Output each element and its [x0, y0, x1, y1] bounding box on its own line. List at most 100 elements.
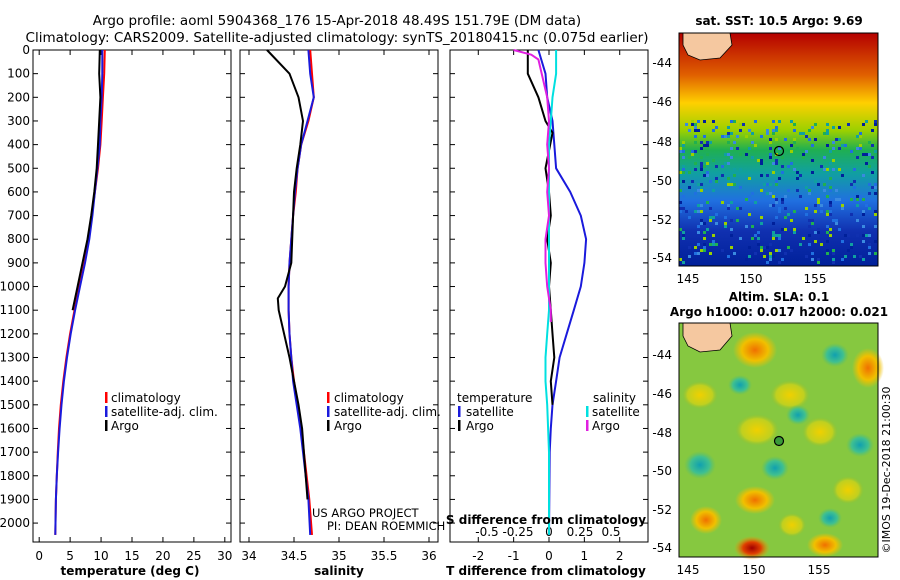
sst-pixel [772, 204, 775, 207]
sst-pixel [769, 258, 772, 261]
sst-pixel [784, 228, 787, 231]
x-tick-label: -2 [472, 549, 484, 563]
sst-pixel [805, 135, 808, 138]
project-credit-line1: US ARGO PROJECT [312, 506, 420, 520]
sla-high-blob [735, 486, 775, 514]
sst-pixel [814, 210, 817, 213]
sst-pixel [826, 225, 829, 228]
sst-pixel [760, 135, 763, 138]
sst-pixel [739, 129, 742, 132]
sst-pixel [796, 171, 799, 174]
sla-high-blob [778, 513, 806, 537]
sla-land-tasmania [682, 322, 733, 353]
sst-pixel [817, 261, 820, 264]
sst-pixel [709, 216, 712, 219]
sst-pixel [688, 216, 691, 219]
sst-pixel [682, 237, 685, 240]
depth-tick-label: 0 [22, 43, 30, 57]
sst-pixel [793, 129, 796, 132]
x-tick-label: 10 [93, 549, 108, 563]
sst-pixel [856, 198, 859, 201]
sst-pixel [835, 219, 838, 222]
legend-swatch-climatology [327, 392, 330, 403]
series-line-satellite-adj-clim- [54, 50, 104, 535]
sst-pixel [709, 180, 712, 183]
sst-pixel [832, 141, 835, 144]
sst-pixel [715, 165, 718, 168]
sst-pixel [739, 153, 742, 156]
sst-pixel [694, 246, 697, 249]
sst-pixel [739, 168, 742, 171]
sst-pixel [688, 171, 691, 174]
sst-pixel [808, 219, 811, 222]
sst-pixel [739, 186, 742, 189]
sst-pixel [772, 162, 775, 165]
sst-pixel [817, 198, 820, 201]
x-tick-label: 0 [545, 549, 553, 563]
sst-pixel [820, 243, 823, 246]
sst-pixel [844, 234, 847, 237]
legend-swatch-climatology [105, 392, 108, 403]
s-tick-label: 0.5 [601, 525, 620, 539]
sst-pixel [847, 123, 850, 126]
legend-swatch-t-argo [458, 420, 461, 431]
sst-pixel [856, 219, 859, 222]
sst-pixel [778, 249, 781, 252]
sst-pixel [826, 129, 829, 132]
sst-pixel [874, 240, 877, 243]
sst-pixel [691, 153, 694, 156]
sst-map-panel: sat. SST: 10.5 Argo: 9.69 145 150 155 -4… [652, 14, 879, 286]
legend-label-s-satellite: satellite [592, 405, 640, 419]
sst-pixel [748, 129, 751, 132]
sst-argo-location-marker [773, 145, 785, 157]
legend-label-argo: Argo [334, 419, 362, 433]
sst-pixel [697, 231, 700, 234]
legend-swatch-satellite [327, 406, 330, 417]
sst-pixel [721, 201, 724, 204]
depth-tick-label: 1900 [0, 492, 30, 506]
sst-pixel [835, 222, 838, 225]
sst-pixel [829, 204, 832, 207]
sst-pixel [706, 201, 709, 204]
sst-pixel [784, 252, 787, 255]
difference-depth-ticks [450, 49, 648, 524]
sst-pixel [748, 147, 751, 150]
sst-pixel [694, 162, 697, 165]
x-tick-label: -1 [508, 549, 520, 563]
sst-pixel [703, 246, 706, 249]
sst-pixel [868, 153, 871, 156]
sst-pixel [682, 207, 685, 210]
sst-pixel [805, 213, 808, 216]
sst-pixel [820, 210, 823, 213]
sla-high-blob [690, 506, 722, 534]
sst-pixel [778, 237, 781, 240]
sst-pixel [793, 168, 796, 171]
sst-pixel [814, 123, 817, 126]
sst-pixel [868, 243, 871, 246]
depth-tick-label: 400 [7, 138, 30, 152]
sst-pixel [829, 162, 832, 165]
sst-pixel [841, 144, 844, 147]
sst-pixel [727, 207, 730, 210]
depth-tick-label: 700 [7, 209, 30, 223]
sla-argo-location-marker [773, 435, 785, 447]
sst-pixel [862, 240, 865, 243]
sst-pixel [829, 186, 832, 189]
sst-pixel [769, 138, 772, 141]
sla-high-blob [735, 414, 779, 446]
sst-pixel [754, 144, 757, 147]
sst-pixel [856, 135, 859, 138]
sst-pixel [853, 168, 856, 171]
sst-pixel [745, 198, 748, 201]
sst-pixel [760, 159, 763, 162]
sst-pixel [721, 174, 724, 177]
sst-map-frame [678, 32, 879, 267]
legend-label-s-argo: Argo [592, 419, 620, 433]
sst-pixel [772, 255, 775, 258]
sst-pixel [712, 159, 715, 162]
sst-pixel [856, 234, 859, 237]
sst-pixel [784, 207, 787, 210]
depth-tick-label: 1400 [0, 374, 30, 388]
sst-pixel [805, 255, 808, 258]
sst-pixel [772, 195, 775, 198]
